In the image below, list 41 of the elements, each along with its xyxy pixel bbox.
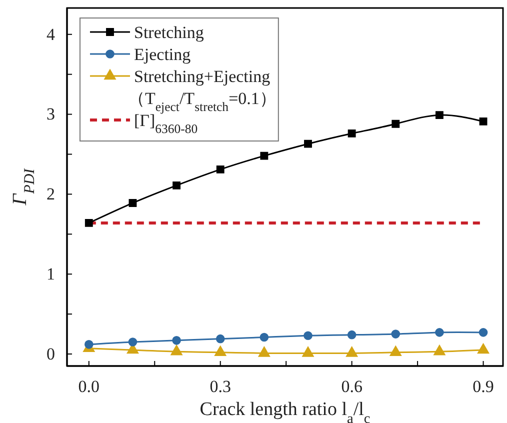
point [84,340,94,349]
point [216,334,225,344]
point [128,338,138,346]
point [302,346,314,357]
point [304,140,312,148]
point [84,218,93,227]
legend-label: Stretching+Ejecting （T$_{eject}$/T$_{stretch}$=0.1） [128,67,276,114]
point [390,346,402,356]
point [172,181,181,190]
point [391,330,400,338]
point [435,328,444,337]
point [479,118,488,126]
point [128,199,137,207]
y-tick-label: 2 [46,184,55,204]
point [434,344,446,356]
y-tick-label: 1 [46,264,55,284]
point [170,344,182,356]
point [478,328,488,337]
point [216,165,224,174]
point [477,343,490,354]
x-tick-label: 0.3 [210,377,231,396]
point [260,332,269,342]
y-tick-label: 0 [46,344,55,364]
x-tick-label: 0.9 [472,377,494,396]
point [347,330,356,340]
x-axis-title: Crack length ratio l$_{a}$/l$_{c}$ [200,399,370,423]
y-tick-label: 3 [46,104,55,124]
legend-label: Ejecting [134,45,192,64]
point [436,111,444,120]
y-tick-label: 4 [46,24,56,44]
point [392,120,400,128]
point [172,336,181,345]
legend-label: Stretching [134,23,204,42]
x-tick-label: 0.0 [78,377,100,396]
point [260,152,268,160]
x-tick-label: 0.6 [341,377,362,396]
point [346,346,358,357]
point [258,346,270,357]
point [304,331,312,340]
point [214,346,226,356]
point [348,129,356,138]
